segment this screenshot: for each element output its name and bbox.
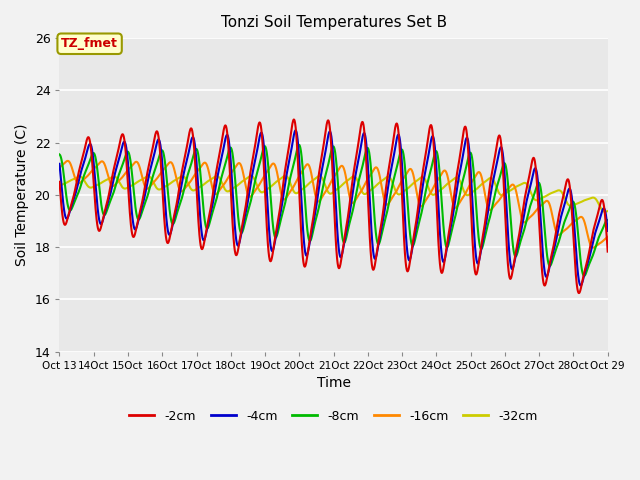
Text: TZ_fmet: TZ_fmet — [61, 37, 118, 50]
Title: Tonzi Soil Temperatures Set B: Tonzi Soil Temperatures Set B — [221, 15, 447, 30]
X-axis label: Time: Time — [317, 376, 351, 390]
Y-axis label: Soil Temperature (C): Soil Temperature (C) — [15, 123, 29, 266]
Legend: -2cm, -4cm, -8cm, -16cm, -32cm: -2cm, -4cm, -8cm, -16cm, -32cm — [124, 405, 543, 428]
